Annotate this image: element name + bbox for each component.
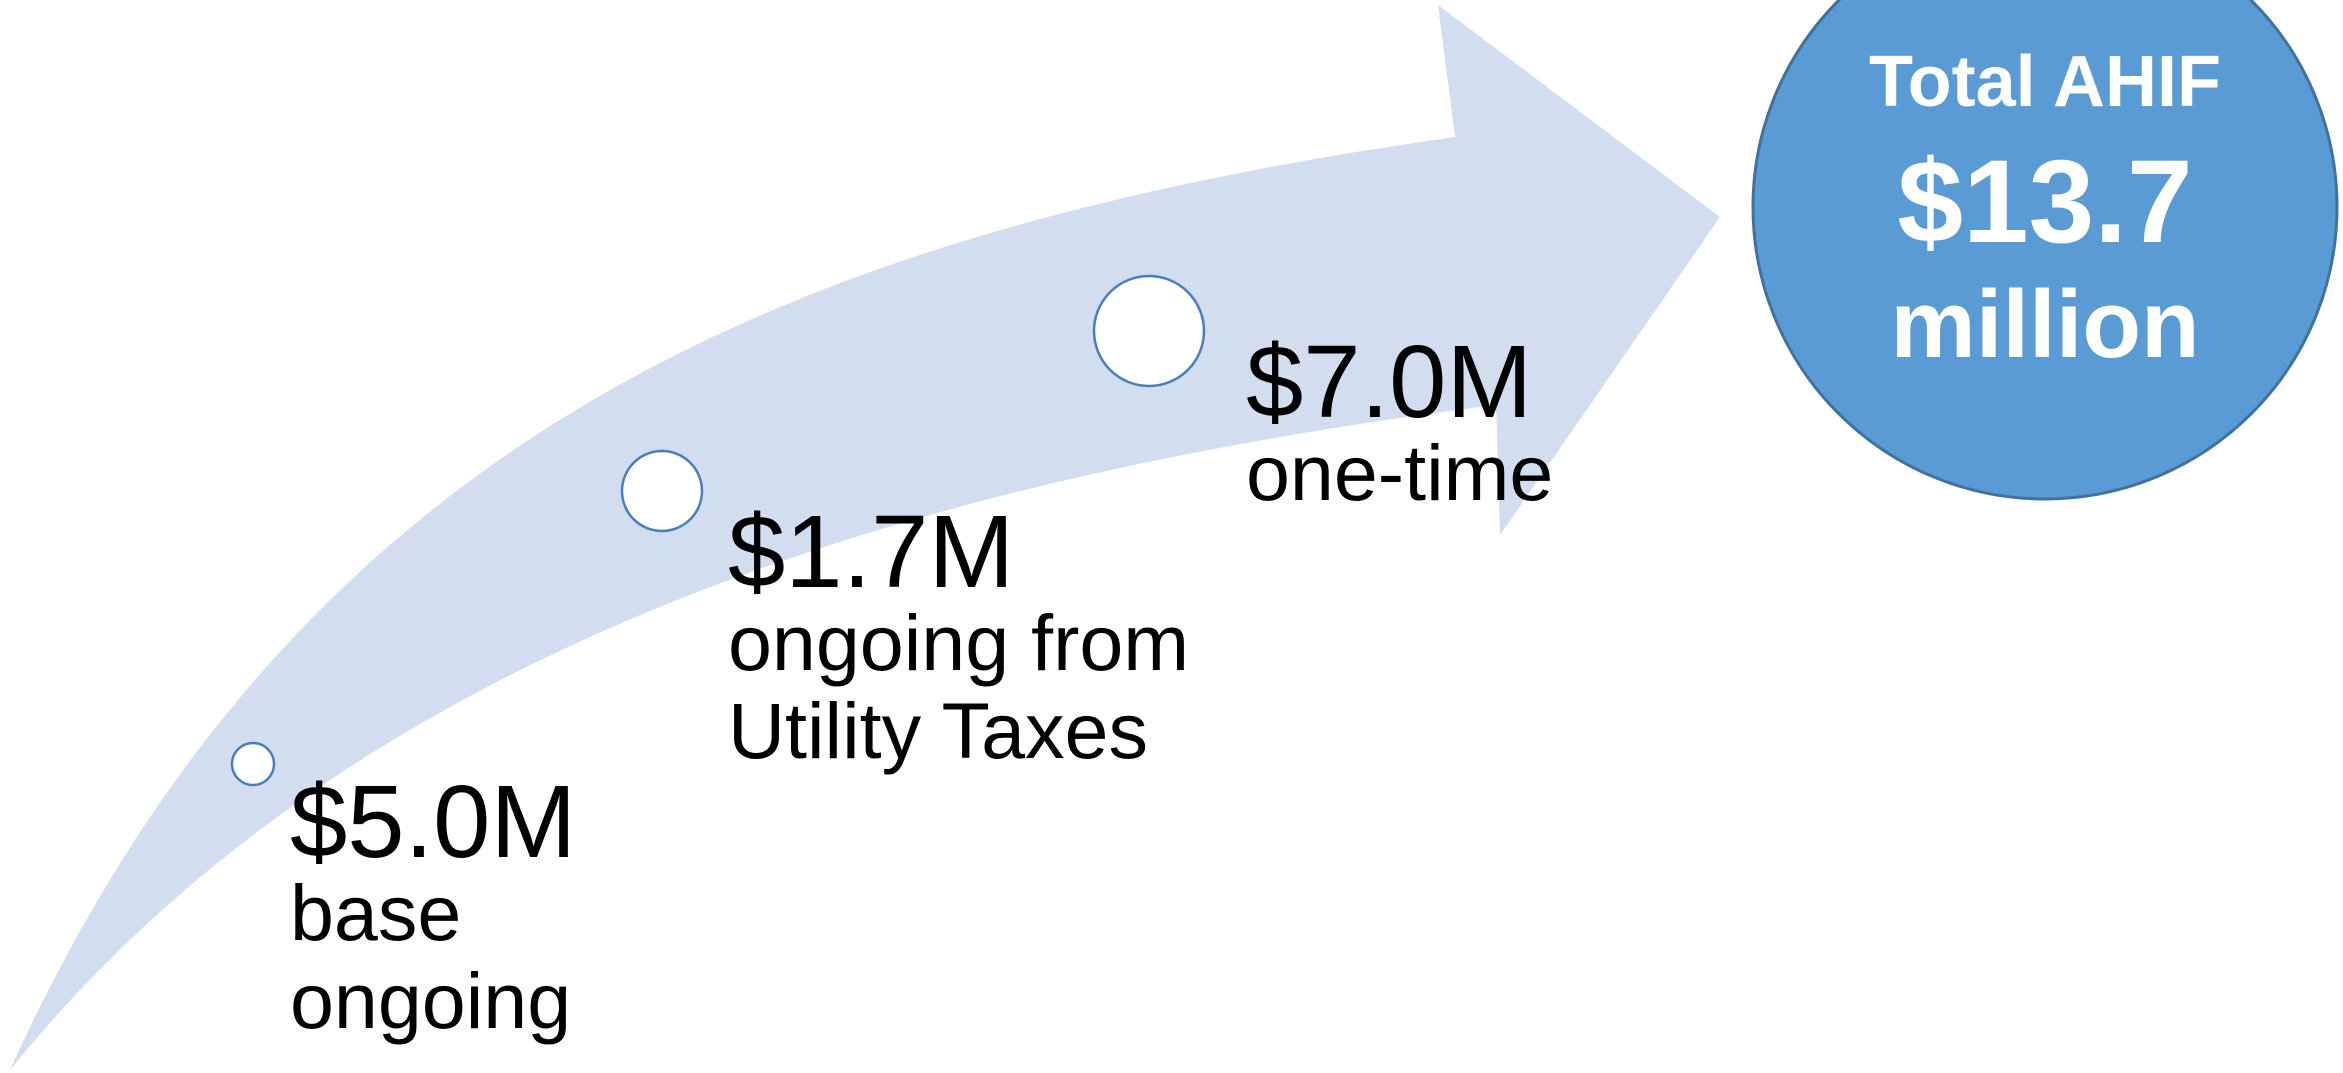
milestone-description: one-time	[1246, 428, 1554, 517]
milestone-marker-utility	[620, 449, 704, 533]
milestone-marker-onetime	[1092, 274, 1206, 388]
total-unit: million	[1890, 271, 2200, 378]
milestone-description: base ongoing	[290, 868, 572, 1045]
growth-arrow	[10, 5, 1720, 1070]
milestone-amount: $7.0M	[1246, 324, 1533, 439]
milestone-label-utility: $1.7M ongoing from Utility Taxes	[728, 494, 1190, 775]
milestone-amount: $1.7M	[728, 494, 1015, 609]
total-amount: $13.7	[1897, 136, 2193, 268]
milestone-label-base: $5.0M base ongoing	[290, 764, 577, 1045]
total-circle	[1751, 0, 2339, 501]
milestone-amount: $5.0M	[290, 764, 577, 879]
total-title: Total AHIF	[1869, 42, 2221, 122]
milestone-description: ongoing from Utility Taxes	[728, 598, 1190, 775]
milestone-marker-base	[230, 741, 276, 787]
milestone-label-onetime: $7.0M one-time	[1246, 324, 1554, 517]
